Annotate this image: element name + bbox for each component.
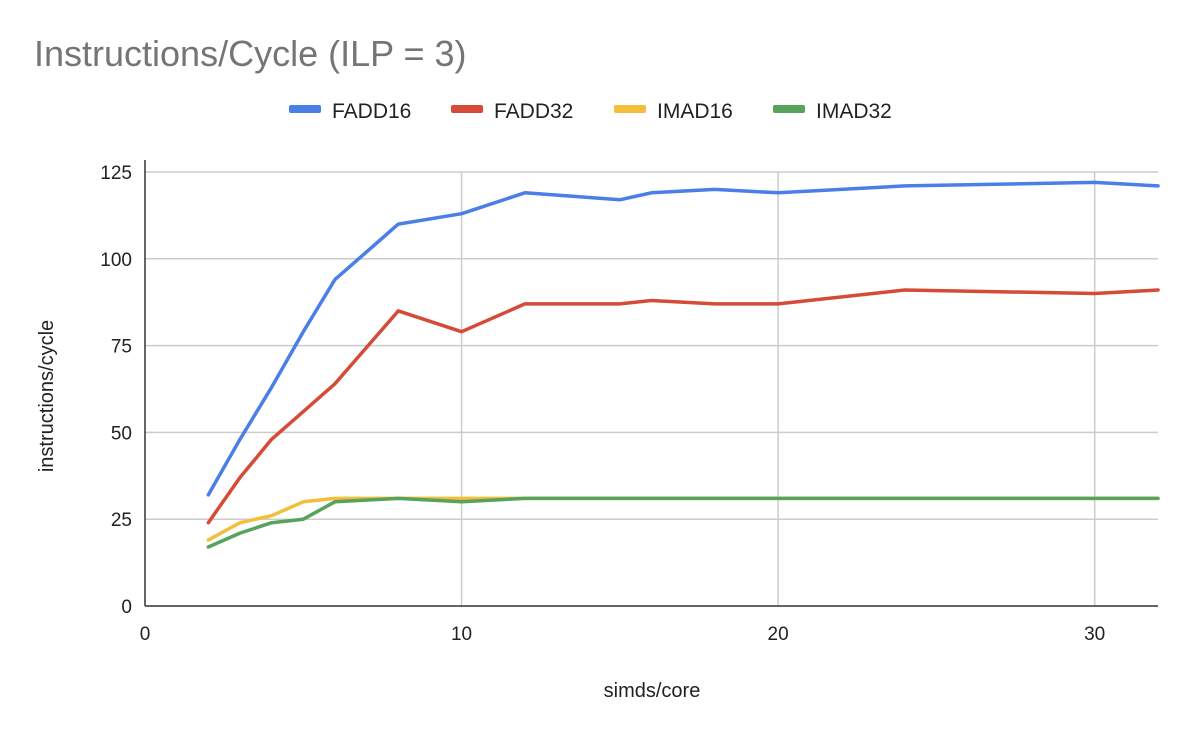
legend-label-imad16: IMAD16 xyxy=(657,100,733,123)
legend-label-fadd16: FADD16 xyxy=(332,100,411,123)
legend-swatch-fadd16 xyxy=(289,105,321,113)
y-tick-label: 0 xyxy=(121,597,132,618)
series-line-fadd32 xyxy=(206,288,1160,525)
y-axis-label: instructions/cycle xyxy=(36,320,58,472)
axes xyxy=(144,160,1158,607)
legend-swatch-imad16 xyxy=(614,105,646,113)
legend-swatch-fadd32 xyxy=(451,105,483,113)
x-tick-label: 0 xyxy=(140,624,151,645)
x-tick-label: 20 xyxy=(768,624,789,645)
legend-label-imad32: IMAD32 xyxy=(816,100,892,123)
series-line-imad32 xyxy=(206,496,1160,549)
grid-lines xyxy=(145,171,1158,606)
x-axis-label: simds/core xyxy=(604,680,701,702)
y-tick-label: 100 xyxy=(100,250,132,271)
y-tick-label: 50 xyxy=(111,423,132,444)
legend-swatch-imad32 xyxy=(773,105,805,113)
x-tick-label: 30 xyxy=(1084,624,1105,645)
y-tick-label: 125 xyxy=(100,163,132,184)
tick-labels: 0 25 50 75 100 125 0 10 20 30 xyxy=(100,163,1105,645)
legend-label-fadd32: FADD32 xyxy=(494,100,573,123)
series-line-fadd16 xyxy=(206,180,1160,497)
x-tick-label: 10 xyxy=(451,624,472,645)
y-tick-label: 25 xyxy=(111,510,132,531)
series-lines xyxy=(206,180,1160,549)
y-tick-label: 75 xyxy=(111,337,132,358)
chart-title: Instructions/Cycle (ILP = 3) xyxy=(34,33,467,74)
legend: FADD16 FADD32 IMAD16 IMAD32 xyxy=(289,100,892,123)
